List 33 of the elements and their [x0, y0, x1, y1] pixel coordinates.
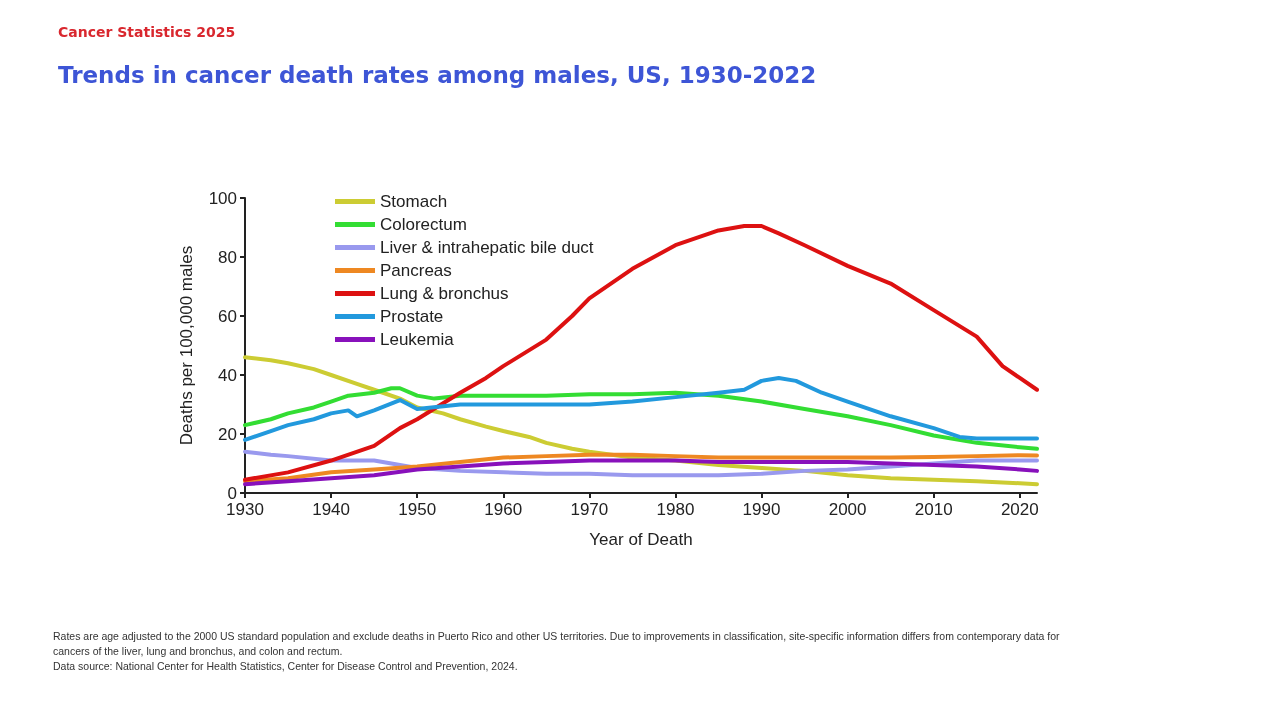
y-tick-label: 80 [218, 247, 237, 267]
legend-label: Pancreas [380, 261, 452, 280]
y-tick-label: 40 [218, 365, 237, 385]
x-tick-label: 2000 [828, 500, 867, 519]
x-tick-label: 1970 [570, 500, 609, 519]
line-series [243, 458, 1039, 487]
x-tick-label: 2010 [914, 500, 953, 519]
y-tick-label: 100 [208, 188, 237, 208]
legend-label: Lung & bronchus [380, 284, 509, 303]
legend-label: Liver & intrahepatic bile duct [380, 238, 594, 257]
chart-title: Trends in cancer death rates among males, US, 1930-2022 [58, 61, 817, 88]
x-tick-label: 1990 [742, 500, 781, 519]
legend-label: Colorectum [380, 215, 467, 234]
y-tick-label: 0 [227, 483, 237, 503]
line-series [243, 452, 1039, 484]
text: Rates are age adjusted to the 2000 US standard population and exclude deaths in Puerto Rico and other US territories. Due to improvements in classification, site-specific information differs from contemporary data for cancers of the liver, lung and bronchus, and colon and rectum. [53, 629, 1063, 657]
x-tick-label: 1960 [484, 500, 523, 519]
x-tick-label: 1930 [226, 500, 264, 519]
legend-label: Stomach [380, 192, 448, 211]
chart-subtitle: Cancer Statistics 2025 [58, 24, 236, 40]
x-tick-label: 2020 [1000, 500, 1039, 519]
source-note: Data source: National Center for Health Statistics, Center for Disease Control and Prevention, 2024. [53, 659, 518, 672]
x-tick-label: 1980 [656, 500, 695, 519]
y-tick-label: 60 [218, 306, 237, 326]
legend-label: Prostate [380, 307, 444, 326]
legend-label: Leukemia [380, 330, 455, 349]
x-tick-label: 1940 [312, 500, 350, 519]
line-series [243, 386, 1039, 451]
line-series [243, 375, 1039, 442]
y-tick-label: 20 [218, 424, 237, 444]
y-axis-title: Deaths per 100,000 males [177, 245, 196, 446]
x-axis-title: Year of Death [589, 530, 693, 549]
x-tick-label: 1950 [398, 500, 437, 519]
